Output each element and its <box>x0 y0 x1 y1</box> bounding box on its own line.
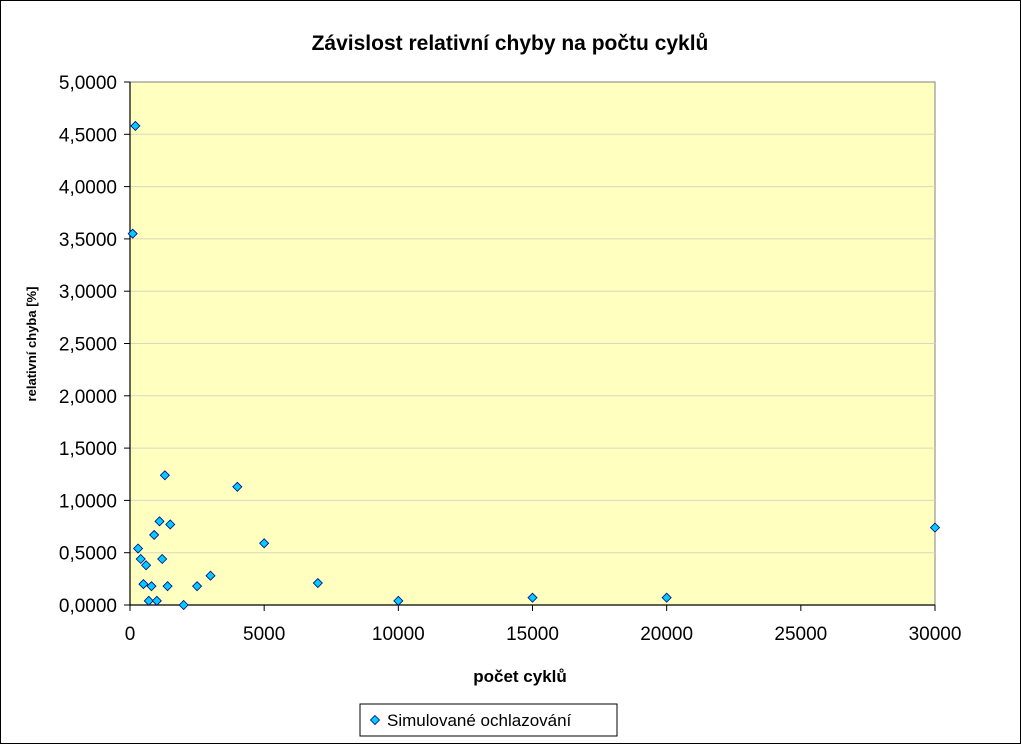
x-tick-label: 0 <box>125 624 136 645</box>
data-point <box>162 581 173 592</box>
chart-title: Závislost relativní chyby na počtu cyklů <box>312 32 709 55</box>
legend-marker <box>369 714 381 726</box>
x-tick-label: 30000 <box>909 624 962 645</box>
data-point <box>165 519 176 530</box>
data-point <box>138 579 149 590</box>
data-point <box>141 560 152 571</box>
data-point <box>929 522 941 533</box>
y-tick-label: 2,0000 <box>59 387 117 408</box>
y-tick-label: 0,5000 <box>59 544 117 565</box>
data-point <box>149 529 160 540</box>
data-point <box>130 120 141 131</box>
x-tick-label: 10000 <box>372 624 425 645</box>
y-tick-label: 1,0000 <box>59 491 117 512</box>
data-points <box>127 120 941 611</box>
y-tick-label: 2,5000 <box>59 335 117 356</box>
data-point <box>143 595 154 606</box>
data-point <box>661 592 672 603</box>
legend: Simulované ochlazování <box>359 703 618 737</box>
x-tick-label: 25000 <box>774 624 827 645</box>
y-tick-label: 3,0000 <box>59 282 117 303</box>
y-axis-ticks: 0,0000 0,5000 1,0000 1,5000 2,0000 2,5000 3,00… <box>59 73 130 617</box>
data-point <box>259 538 270 549</box>
data-point <box>192 581 203 592</box>
data-point <box>178 599 189 611</box>
x-axis-label: počet cyklů <box>473 667 567 686</box>
x-axis-ticks: 0 5000 10000 15000 20000 25000 30000 <box>125 605 962 645</box>
gridlines <box>130 133 935 554</box>
legend-box <box>359 703 618 737</box>
data-point <box>146 581 157 592</box>
data-point <box>135 553 146 565</box>
data-point <box>312 577 323 589</box>
data-point <box>154 516 165 527</box>
x-tick-label: 5000 <box>243 624 285 645</box>
y-tick-label: 1,5000 <box>59 439 117 460</box>
data-point <box>159 470 170 481</box>
y-tick-label: 5,0000 <box>59 73 117 94</box>
data-point <box>205 570 216 581</box>
y-tick-label: 4,0000 <box>59 178 117 199</box>
data-point <box>527 592 538 603</box>
y-tick-label: 3,5000 <box>59 230 117 251</box>
x-tick-label: 15000 <box>506 624 559 645</box>
data-point <box>393 595 404 606</box>
data-point <box>132 543 144 554</box>
legend-label: Simulované ochlazování <box>387 711 572 730</box>
data-point <box>127 228 138 239</box>
y-axis-label: relativní chyba [%] <box>24 287 39 402</box>
data-point <box>232 481 243 492</box>
data-point <box>151 595 162 606</box>
y-tick-label: 4,5000 <box>59 125 117 146</box>
y-tick-label: 0,0000 <box>59 596 117 617</box>
data-point <box>157 553 168 565</box>
x-tick-label: 20000 <box>640 624 693 645</box>
